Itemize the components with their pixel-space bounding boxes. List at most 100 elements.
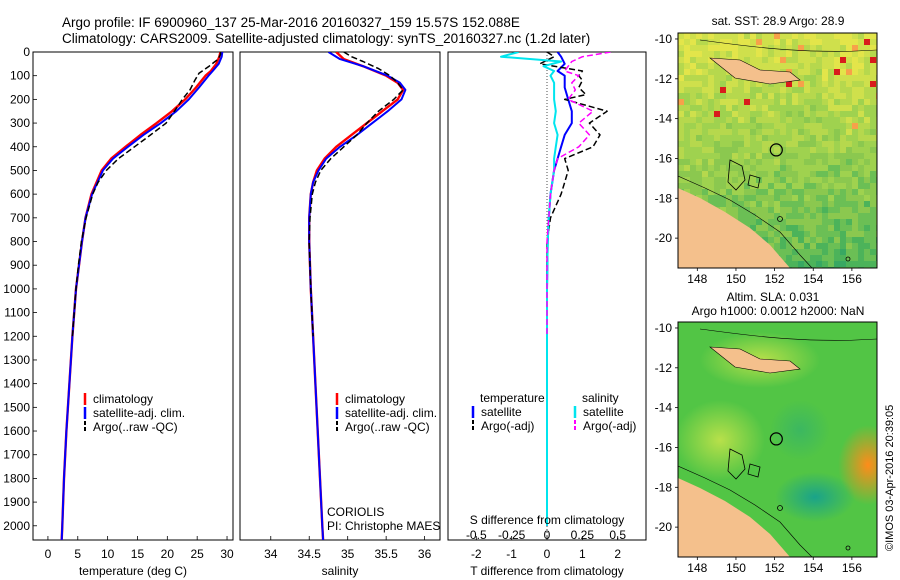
x-tick-label: 35	[341, 547, 355, 561]
sst-heatmap	[678, 33, 877, 268]
difference-legend: temperature salinity satellite Argo(-adj…	[471, 391, 636, 433]
depth-tick-label: 1700	[3, 448, 30, 462]
argo-position-marker	[769, 432, 783, 446]
depth-tick-label: 600	[10, 187, 30, 201]
depth-tick-label: 800	[10, 235, 30, 249]
depth-tick-label: 900	[10, 258, 30, 272]
sst-map: sat. SST: 28.9 Argo: 28.9 148 150 152 154 15…	[655, 14, 878, 286]
x-tick-label: 34	[264, 547, 278, 561]
depth-tick-label: 1400	[3, 377, 30, 391]
depth-tick-label: 1800	[3, 471, 30, 485]
legend-salinity-title: salinity	[582, 391, 619, 405]
lat-tick-label: -10	[655, 32, 673, 46]
lon-tick-label: 152	[765, 561, 785, 575]
lon-tick-label: 148	[687, 272, 707, 286]
legend-satellite: satellite-adj. clim.	[93, 406, 185, 420]
lat-tick-label: -18	[655, 480, 673, 494]
salinity-x-axis: 34 34.5 35 35.5 36	[264, 536, 432, 561]
x-tick-label: 20	[161, 547, 175, 561]
depth-tick-label: 2000	[3, 519, 30, 533]
salinity-series	[308, 52, 407, 540]
depth-tick-label: 1600	[3, 424, 30, 438]
legend-sal-argo: Argo(-adj)	[583, 419, 636, 433]
salinity-plot-frame	[239, 51, 441, 541]
x-tick-label: 30	[220, 547, 234, 561]
legend-temp-satellite: satellite	[481, 405, 522, 419]
depth-tick-label: 1000	[3, 282, 30, 296]
sla-map-title: Altim. SLA: 0.031	[727, 290, 820, 304]
island	[709, 57, 801, 85]
legend-climatology: climatology	[93, 392, 153, 406]
s-tick-label: 0.5	[609, 528, 626, 542]
x-tick-label: 25	[190, 547, 204, 561]
temperature-plot-frame	[32, 51, 234, 541]
australia-land	[678, 188, 790, 268]
lat-tick-label: -14	[655, 112, 673, 126]
depth-tick-label: 100	[10, 69, 30, 83]
coriolis-annotation: CORIOLIS	[327, 505, 384, 519]
argo-raw-qc--line	[308, 52, 404, 337]
x-tick-label: 5	[74, 547, 81, 561]
sst-map-axes: 148 150 152 154 156 -10 -12 -14 -16 -18 -20	[655, 32, 863, 286]
depth-tick-label: 0	[23, 45, 30, 59]
s-tick-label: 0.25	[571, 528, 595, 542]
s-tick-label: -0.5	[466, 528, 487, 542]
x-tick-label: 0	[544, 547, 551, 561]
lat-tick-label: -12	[655, 361, 673, 375]
sla-map-subtitle: Argo h1000: 0.0012 h2000: NaN	[692, 304, 865, 318]
lon-tick-label: 154	[803, 272, 823, 286]
satellite-adj-clim--line	[308, 52, 407, 540]
depth-tick-label: 1100	[4, 306, 30, 320]
lon-tick-label: 148	[687, 561, 707, 575]
lon-tick-label: 156	[842, 561, 862, 575]
x-tick-label: 0	[45, 547, 52, 561]
difference-series	[500, 52, 611, 526]
salinity-legend: climatology satellite-adj. clim. Argo(..…	[335, 392, 437, 434]
lat-tick-label: -20	[655, 231, 673, 245]
difference-panel: -2 -1 0 1 2 T difference from climatology S …	[447, 51, 647, 578]
argo-raw-qc--line	[71, 52, 222, 337]
temperature-panel: 0100200300400500600700800900100011001200…	[3, 45, 452, 578]
depth-tick-label: 300	[10, 116, 30, 130]
depth-tick-label: 500	[10, 163, 30, 177]
temperature-series	[60, 52, 224, 540]
legend-temperature-title: temperature	[480, 391, 545, 405]
temperature-x-axis: 0 5 10 15 20 25 30	[45, 536, 234, 561]
salinity-panel: 34 34.5 35 35.5 36 salinity climatology sate…	[239, 51, 441, 578]
sst-map-title: sat. SST: 28.9 Argo: 28.9	[712, 14, 845, 28]
legend-satellite: satellite-adj. clim.	[345, 406, 437, 420]
legend-temp-argo: Argo(-adj)	[481, 419, 534, 433]
s-tick-label: 0	[544, 528, 551, 542]
lat-tick-label: -10	[655, 321, 673, 335]
x-tick-label: -2	[471, 547, 482, 561]
x-tick-label: 1	[579, 547, 586, 561]
lon-tick-label: 150	[726, 272, 746, 286]
argo-position-marker	[769, 143, 783, 157]
imos-credit: ©IMOS 03-Apr-2016 20:39:05	[884, 405, 896, 551]
x-tick-label: 10	[101, 547, 115, 561]
lon-tick-label: 156	[842, 272, 862, 286]
s-tick-label: -0.25	[498, 528, 526, 542]
x-tick-label: 2	[614, 547, 621, 561]
lon-tick-label: 150	[726, 561, 746, 575]
sst-map-frame	[677, 32, 878, 269]
pi-annotation: PI: Christophe MAES	[327, 519, 440, 533]
salinity-axis-label: salinity	[322, 564, 359, 578]
legend-argo: Argo(..raw -QC)	[345, 420, 430, 434]
sla-map-frame	[677, 321, 878, 558]
depth-tick-label: 200	[10, 92, 30, 106]
depth-tick-label: 400	[10, 140, 30, 154]
s-difference-axis-label: S difference from climatology	[470, 513, 625, 527]
x-tick-label: 34.5	[298, 547, 322, 561]
lon-tick-label: 154	[803, 561, 823, 575]
lat-tick-label: -14	[655, 401, 673, 415]
x-tick-label: 15	[131, 547, 145, 561]
salinity-argo-adj--line	[546, 52, 611, 337]
legend-climatology: climatology	[345, 392, 405, 406]
x-tick-label: -1	[506, 547, 517, 561]
depth-tick-label: 1300	[3, 353, 30, 367]
depth-tick-label: 1200	[3, 329, 30, 343]
lat-tick-label: -18	[655, 191, 673, 205]
title-line-1: Argo profile: IF 6900960_137 25-Mar-2016…	[62, 15, 520, 30]
